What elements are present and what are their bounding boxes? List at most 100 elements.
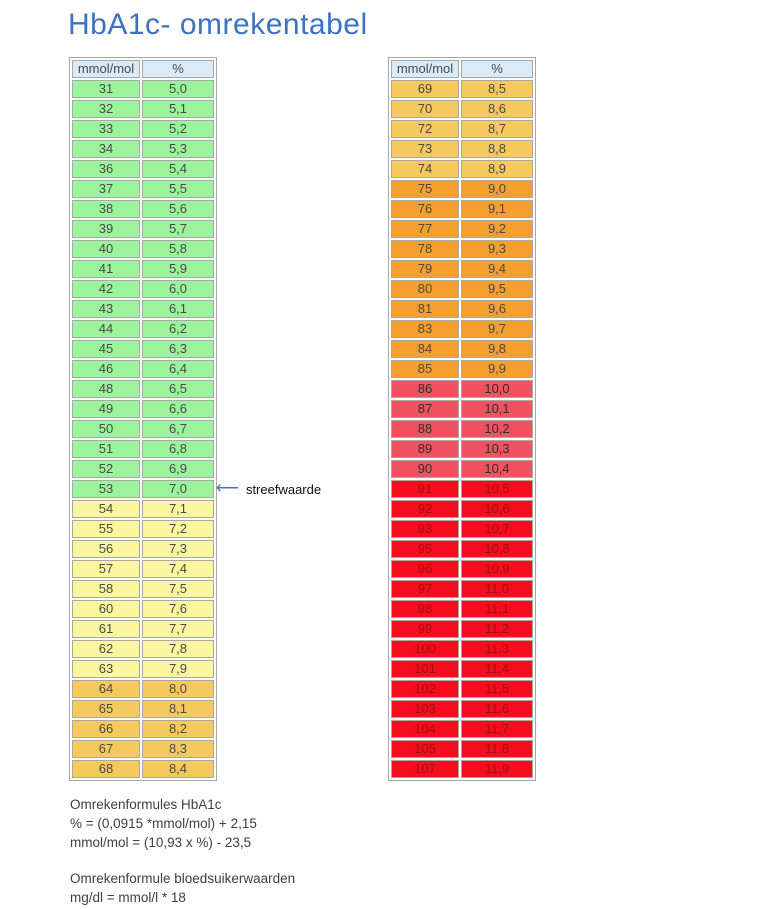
mmol-cell: 85 [391,360,459,378]
mmol-cell: 44 [72,320,140,338]
percent-cell: 9,2 [461,220,533,238]
table-row: 92 10,6 [391,500,533,518]
column-header-percent: % [461,60,533,78]
table-row: 48 6,5 [72,380,214,398]
target-value-label: streefwaarde [245,481,322,497]
percent-cell: 11,2 [461,620,533,638]
percent-cell: 9,9 [461,360,533,378]
percent-cell: 11,3 [461,640,533,658]
table-row: 46 6,4 [72,360,214,378]
table-row: 60 7,6 [72,600,214,618]
table-row: 53 7,0 [72,480,214,498]
table-row: 66 8,2 [72,720,214,738]
mmol-cell: 42 [72,280,140,298]
table-row: 96 10,9 [391,560,533,578]
mmol-cell: 95 [391,540,459,558]
mmol-cell: 48 [72,380,140,398]
percent-cell: 10,3 [461,440,533,458]
column-header-mmol: mmol/mol [72,60,140,78]
table-row: 58 7,5 [72,580,214,598]
table-row: 101 11,4 [391,660,533,678]
percent-cell: 11,7 [461,720,533,738]
table-row: 40 5,8 [72,240,214,258]
mmol-cell: 55 [72,520,140,538]
table-row: 62 7,8 [72,640,214,658]
table-row: 91 10,5 [391,480,533,498]
glucose-formula-heading: Omrekenformule bloedsuikerwaarden [70,871,296,886]
table-row: 75 9,0 [391,180,533,198]
percent-cell: 11,4 [461,660,533,678]
mmol-cell: 86 [391,380,459,398]
table-row: 50 6,7 [72,420,214,438]
table-row: 105 11,8 [391,740,533,758]
table-row: 49 6,6 [72,400,214,418]
table-row: 37 5,5 [72,180,214,198]
mmol-cell: 34 [72,140,140,158]
table-row: 86 10,0 [391,380,533,398]
mmol-cell: 104 [391,720,459,738]
mmol-cell: 74 [391,160,459,178]
percent-cell: 5,2 [142,120,214,138]
mmol-cell: 72 [391,120,459,138]
mmol-cell: 100 [391,640,459,658]
mmol-cell: 89 [391,440,459,458]
mmol-cell: 107 [391,760,459,778]
mmol-cell: 41 [72,260,140,278]
percent-cell: 7,5 [142,580,214,598]
percent-cell: 6,9 [142,460,214,478]
table-row: 56 7,3 [72,540,214,558]
percent-cell: 5,6 [142,200,214,218]
mmol-cell: 101 [391,660,459,678]
percent-cell: 9,5 [461,280,533,298]
percent-cell: 6,8 [142,440,214,458]
percent-cell: 7,6 [142,600,214,618]
table-row: 88 10,2 [391,420,533,438]
mmol-cell: 69 [391,80,459,98]
table-row: 102 11,5 [391,680,533,698]
table-row: 74 8,9 [391,160,533,178]
percent-cell: 9,1 [461,200,533,218]
percent-cell: 7,4 [142,560,214,578]
table-row: 98 11,1 [391,600,533,618]
left-arrow-icon: ⟵ [216,480,239,497]
mmol-cell: 103 [391,700,459,718]
percent-cell: 11,6 [461,700,533,718]
mmol-cell: 105 [391,740,459,758]
percent-cell: 8,9 [461,160,533,178]
table-row: 83 9,7 [391,320,533,338]
percent-cell: 6,6 [142,400,214,418]
mmol-cell: 99 [391,620,459,638]
mmol-cell: 64 [72,680,140,698]
mmol-cell: 46 [72,360,140,378]
percent-cell: 8,1 [142,700,214,718]
percent-cell: 7,0 [142,480,214,498]
hba1c-table-high-body: 69 8,5 70 8,6 72 8,7 73 8,8 74 8,9 75 9,0 76 9,1 77 9,2… [391,80,533,778]
target-value-annotation: ⟵ streefwaarde [216,479,321,499]
percent-cell: 7,1 [142,500,214,518]
percent-cell: 8,6 [461,100,533,118]
percent-cell: 10,4 [461,460,533,478]
mmol-cell: 51 [72,440,140,458]
formulas-block: Omrekenformules HbA1c % = (0,0915 *mmol/… [70,795,295,907]
mmol-cell: 78 [391,240,459,258]
percent-cell: 5,0 [142,80,214,98]
mmol-cell: 32 [72,100,140,118]
mmol-cell: 92 [391,500,459,518]
hba1c-formulas-heading: Omrekenformules HbA1c [70,797,222,812]
table-header-row: mmol/mol % [72,60,214,78]
table-row: 41 5,9 [72,260,214,278]
table-row: 68 8,4 [72,760,214,778]
table-row: 72 8,7 [391,120,533,138]
table-row: 31 5,0 [72,80,214,98]
mmol-cell: 58 [72,580,140,598]
percent-cell: 5,4 [142,160,214,178]
hba1c-formula-percent: % = (0,0915 *mmol/mol) + 2,15 [70,816,257,831]
percent-cell: 7,7 [142,620,214,638]
table-row: 90 10,4 [391,460,533,478]
table-row: 44 6,2 [72,320,214,338]
mmol-cell: 43 [72,300,140,318]
percent-cell: 5,5 [142,180,214,198]
percent-cell: 6,1 [142,300,214,318]
table-row: 63 7,9 [72,660,214,678]
